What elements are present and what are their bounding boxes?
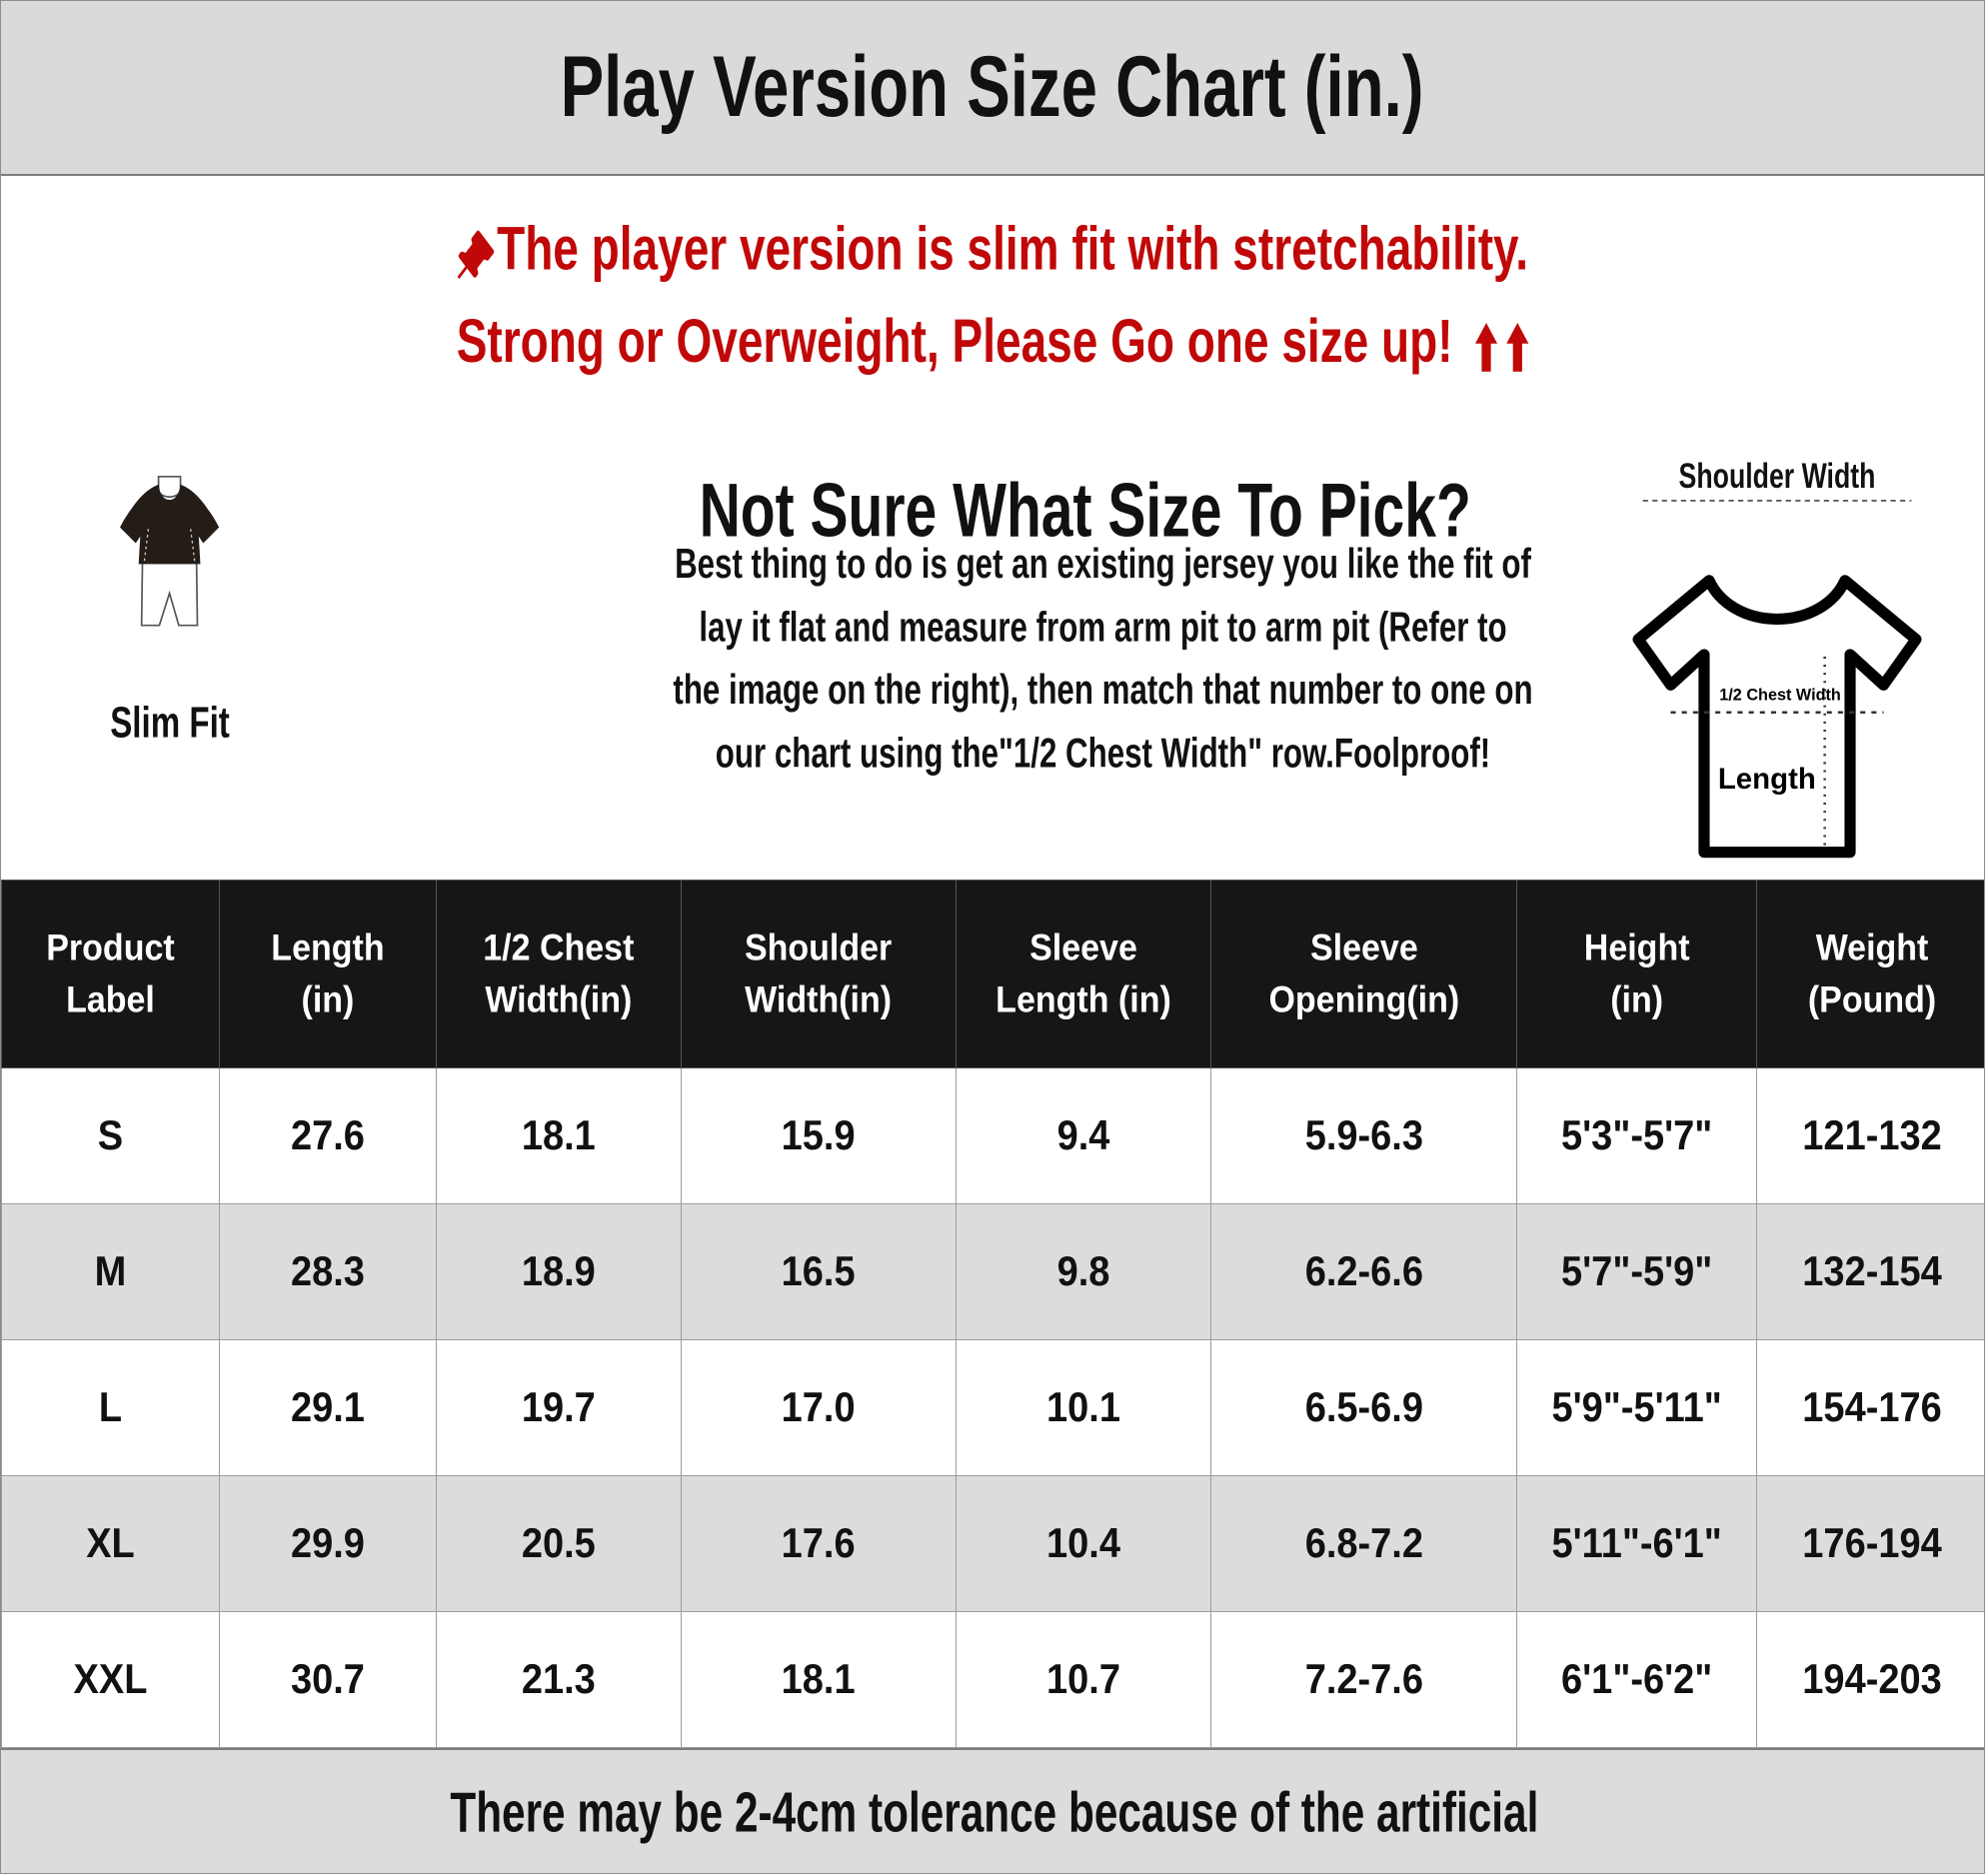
svg-text:Length: Length xyxy=(1718,763,1816,796)
svg-text:1/2 Chest Width: 1/2 Chest Width xyxy=(1719,687,1841,705)
